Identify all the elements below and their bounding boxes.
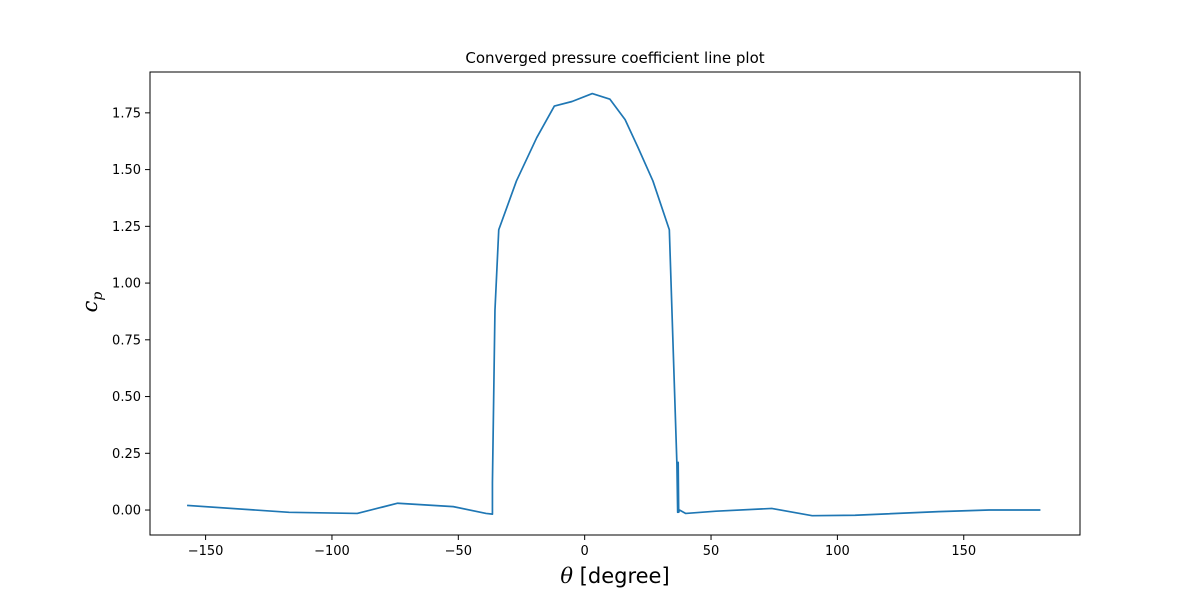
y-tick-label: 0.75	[112, 333, 141, 348]
y-axis-label-symbol: c	[78, 300, 102, 312]
y-tick-label: 1.50	[112, 163, 141, 178]
x-axis-label-unit: [degree]	[573, 564, 670, 588]
y-axis-label: cp	[78, 292, 106, 313]
y-tick-label: 1.25	[112, 220, 141, 235]
chart-title: Converged pressure coefficient line plot	[465, 49, 764, 67]
x-tick-label: 150	[951, 544, 976, 559]
y-tick-label: 0.25	[112, 447, 141, 462]
series-layer	[187, 92, 1041, 517]
cp-series-line	[187, 92, 1041, 517]
x-tick-label: 50	[703, 544, 720, 559]
y-tick-label: 0.50	[112, 390, 141, 405]
y-tick-label: 0.00	[112, 504, 141, 519]
x-tick-label: −150	[188, 544, 224, 559]
y-axis: 0.00 0.25 0.50 0.75 1.00 1.25 1.50 1.75	[112, 106, 150, 519]
y-tick-label: 1.00	[112, 277, 141, 292]
y-tick-label: 1.75	[112, 106, 141, 121]
x-axis-label-symbol: θ	[560, 564, 573, 588]
plot-frame	[149, 71, 1081, 536]
x-tick-label: 100	[825, 544, 850, 559]
x-tick-label: 0	[581, 544, 589, 559]
x-tick-label: −100	[314, 544, 350, 559]
x-axis-label: θ [degree]	[560, 564, 669, 588]
x-axis: −150 −100 −50 0 50 100 150	[188, 535, 976, 559]
y-axis-label-subscript: p	[90, 292, 106, 301]
x-tick-label: −50	[445, 544, 472, 559]
